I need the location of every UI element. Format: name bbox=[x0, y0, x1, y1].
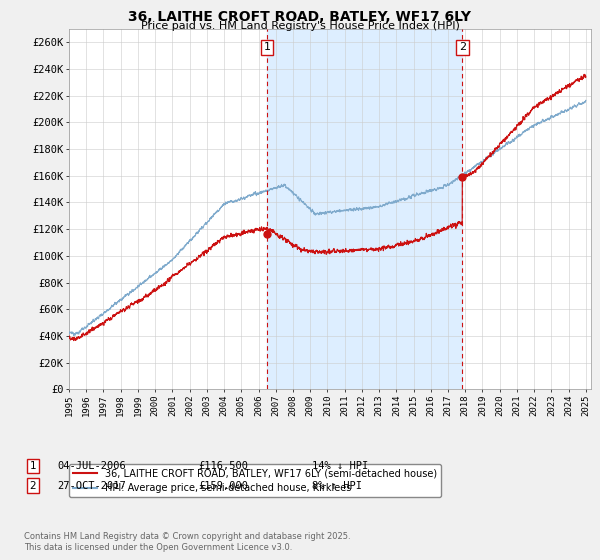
Text: 04-JUL-2006: 04-JUL-2006 bbox=[57, 461, 126, 471]
Text: 8% ↑ HPI: 8% ↑ HPI bbox=[312, 480, 362, 491]
Text: 2: 2 bbox=[29, 480, 37, 491]
Text: 1: 1 bbox=[29, 461, 37, 471]
Text: 1: 1 bbox=[263, 43, 271, 53]
Text: 14% ↓ HPI: 14% ↓ HPI bbox=[312, 461, 368, 471]
Text: Price paid vs. HM Land Registry's House Price Index (HPI): Price paid vs. HM Land Registry's House … bbox=[140, 21, 460, 31]
Text: £159,000: £159,000 bbox=[198, 480, 248, 491]
Text: £116,500: £116,500 bbox=[198, 461, 248, 471]
Text: 36, LAITHE CROFT ROAD, BATLEY, WF17 6LY: 36, LAITHE CROFT ROAD, BATLEY, WF17 6LY bbox=[128, 10, 472, 24]
Text: Contains HM Land Registry data © Crown copyright and database right 2025.
This d: Contains HM Land Registry data © Crown c… bbox=[24, 532, 350, 552]
Text: 27-OCT-2017: 27-OCT-2017 bbox=[57, 480, 126, 491]
Legend: 36, LAITHE CROFT ROAD, BATLEY, WF17 6LY (semi-detached house), HPI: Average pric: 36, LAITHE CROFT ROAD, BATLEY, WF17 6LY … bbox=[68, 464, 440, 497]
Text: 2: 2 bbox=[459, 43, 466, 53]
Bar bbox=[267, 29, 463, 389]
